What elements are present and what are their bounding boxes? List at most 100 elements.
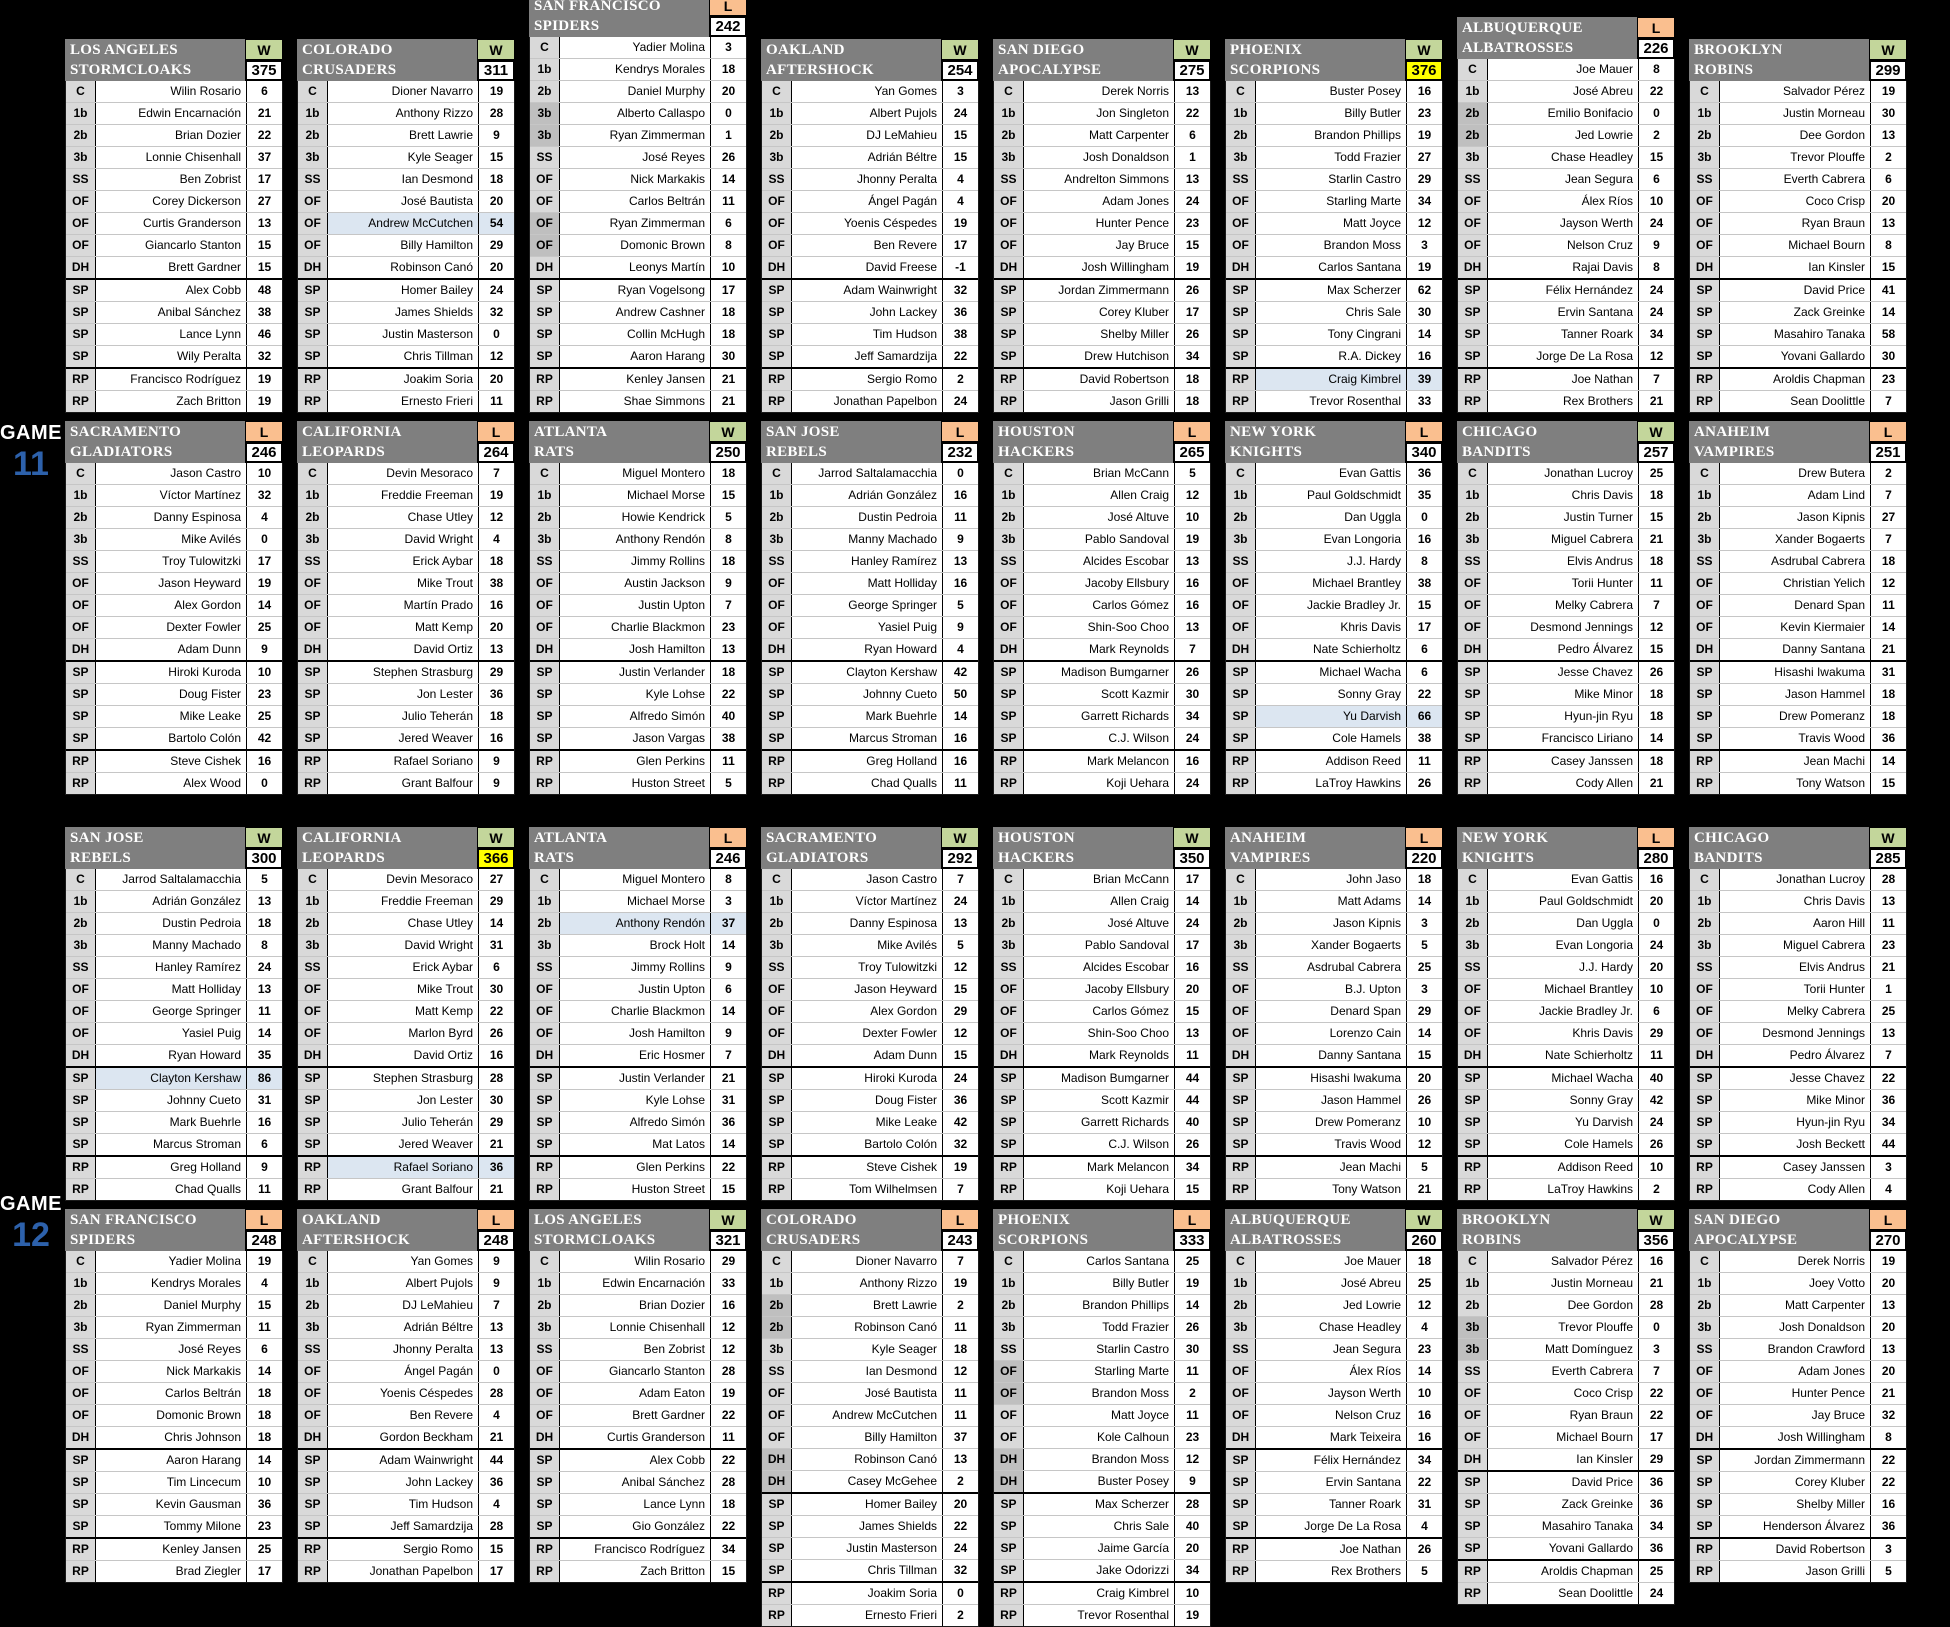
player-row: C Salvador Pérez 16 (1458, 1251, 1674, 1272)
player-points-cell: 2 (943, 1295, 978, 1316)
player-row: OF Ryan Zimmerman 6 (530, 212, 746, 234)
player-name-cell: Lonnie Chisenhall (96, 147, 247, 168)
player-points-cell: 44 (1175, 1068, 1210, 1089)
position-cell: 2b (66, 913, 96, 934)
position-cell: RP (298, 391, 328, 412)
team-header: ANAHEIM VAMPIRES L 220 (1225, 827, 1443, 869)
player-name-cell: Max Scherzer (1024, 1494, 1175, 1515)
team-city: SAN DIEGO (1694, 1212, 1781, 1228)
team-mascot: BANDITS (1462, 444, 1531, 460)
team-table: SAN JOSE REBELS L 232 C Jarrod Saltalamacchia… (761, 421, 979, 795)
player-row: RP Chad Qualls 11 (66, 1178, 282, 1200)
player-row: 2b DJ LeMahieu 15 (762, 124, 978, 146)
player-name-cell: Hunter Pence (1024, 213, 1175, 234)
position-cell: SP (66, 706, 96, 727)
position-cell: SP (1458, 1090, 1488, 1111)
roster: C Wilin Rosario 6 1b Edwin Encarnación 21 2b Br… (65, 81, 283, 413)
position-cell: OF (66, 1001, 96, 1022)
position-cell: SP (298, 1516, 328, 1537)
player-points-cell: 4 (1407, 1516, 1442, 1537)
team-city: SAN JOSE (766, 424, 840, 440)
player-points-cell: 26 (1407, 1090, 1442, 1111)
roster: C Brian McCann 5 1b Allen Craig 12 2b José Altu… (993, 463, 1211, 795)
team-city: LOS ANGELES (534, 1212, 642, 1228)
team-mascot: AFTERSHOCK (302, 1232, 411, 1248)
score-cell: 270 (1869, 1230, 1907, 1251)
player-name-cell: Álex Ríos (1256, 1361, 1407, 1382)
player-row: SP Julio Teherán 29 (298, 1111, 514, 1133)
player-row: 2b Daniel Murphy 15 (66, 1294, 282, 1316)
position-cell: SP (762, 706, 792, 727)
player-name-cell: José Reyes (96, 1339, 247, 1360)
teams-row: SAN FRANCISCO SPIDERS L 248 C Yadier Molina 19… (0, 1209, 1950, 1627)
player-points-cell: 17 (1407, 617, 1442, 638)
player-name-cell: Ryan Vogelsong (560, 280, 711, 301)
player-row: RP Casey Janssen 18 (1458, 749, 1674, 772)
player-points-cell: 18 (1639, 485, 1674, 506)
position-cell: SP (530, 728, 560, 749)
player-name-cell: Melky Cabrera (1720, 1001, 1871, 1022)
position-cell: SS (762, 551, 792, 572)
position-cell: 1b (994, 1273, 1024, 1294)
player-points-cell: 21 (1639, 773, 1674, 794)
game-label-text: GAME (0, 1193, 62, 1215)
player-row: SP Garrett Richards 34 (994, 705, 1210, 727)
player-name-cell: Hanley Ramírez (792, 551, 943, 572)
player-row: DH Adam Dunn 15 (762, 1044, 978, 1066)
team-header: SAN DIEGO APOCALYPSE W 275 (993, 39, 1211, 81)
player-points-cell: 19 (1871, 1251, 1906, 1272)
player-points-cell: 18 (943, 1339, 978, 1360)
player-row: OF Khris Davis 29 (1458, 1022, 1674, 1044)
player-name-cell: Adrián González (792, 485, 943, 506)
player-points-cell: 17 (1175, 302, 1210, 323)
player-points-cell: 2 (943, 1605, 978, 1626)
team-header-right: L 226 (1637, 17, 1675, 59)
position-cell: DH (66, 1427, 96, 1448)
player-name-cell: Troy Tulowitzki (96, 551, 247, 572)
player-points-cell: 13 (1871, 213, 1906, 234)
team-mascot: GLADIATORS (766, 850, 869, 866)
player-row: RP Mark Melancon 34 (994, 1155, 1210, 1178)
player-name-cell: Alex Cobb (560, 1450, 711, 1471)
player-points-cell: 40 (1175, 1112, 1210, 1133)
player-points-cell: 36 (247, 1494, 282, 1515)
player-name-cell: Justin Verlander (560, 1068, 711, 1089)
player-name-cell: Joakim Soria (792, 1583, 943, 1604)
player-row: RP Glen Perkins 22 (530, 1155, 746, 1178)
player-points-cell: 19 (1175, 257, 1210, 278)
player-row: SP Homer Bailey 20 (762, 1492, 978, 1515)
player-row: 3b Pablo Sandoval 19 (994, 528, 1210, 550)
player-name-cell: Edwin Encarnación (560, 1273, 711, 1294)
player-name-cell: Drew Hutchison (1024, 346, 1175, 367)
position-cell: OF (1226, 595, 1256, 616)
position-cell: SP (762, 1538, 792, 1559)
player-name-cell: Rex Brothers (1256, 1561, 1407, 1582)
team-mascot: SPIDERS (534, 18, 600, 34)
position-cell: OF (1690, 979, 1720, 1000)
player-name-cell: Johnny Cueto (96, 1090, 247, 1111)
player-row: 3b Alberto Callaspo 0 (530, 102, 746, 124)
roster: C Drew Butera 2 1b Adam Lind 7 2b Jason Kipnis 2… (1689, 463, 1907, 795)
player-name-cell: José Abreu (1256, 1273, 1407, 1294)
player-points-cell: 18 (1407, 1251, 1442, 1272)
position-cell: RP (66, 773, 96, 794)
player-name-cell: Henderson Álvarez (1720, 1516, 1871, 1537)
player-name-cell: Justin Morneau (1488, 1273, 1639, 1294)
player-name-cell: Tony Watson (1256, 1179, 1407, 1200)
player-row: SP Marcus Stroman 16 (762, 727, 978, 749)
player-row: 2b Anthony Rendón 37 (530, 912, 746, 934)
player-row: OF Desmond Jennings 13 (1690, 1022, 1906, 1044)
team-mascot: APOCALYPSE (1694, 1232, 1798, 1248)
roster: C Brian McCann 17 1b Allen Craig 14 2b José Alt… (993, 869, 1211, 1201)
player-row: 2b Danny Espinosa 13 (762, 912, 978, 934)
player-points-cell: 38 (1407, 728, 1442, 749)
player-name-cell: Everth Cabrera (1488, 1361, 1639, 1382)
player-points-cell: 13 (943, 1449, 978, 1470)
player-points-cell: 36 (479, 1157, 514, 1178)
player-row: OF Michael Bourn 8 (1690, 234, 1906, 256)
player-name-cell: Hunter Pence (1720, 1383, 1871, 1404)
player-name-cell: Michael Brantley (1256, 573, 1407, 594)
position-cell: SP (1690, 684, 1720, 705)
position-cell: OF (1458, 1023, 1488, 1044)
player-points-cell: 30 (711, 346, 746, 367)
